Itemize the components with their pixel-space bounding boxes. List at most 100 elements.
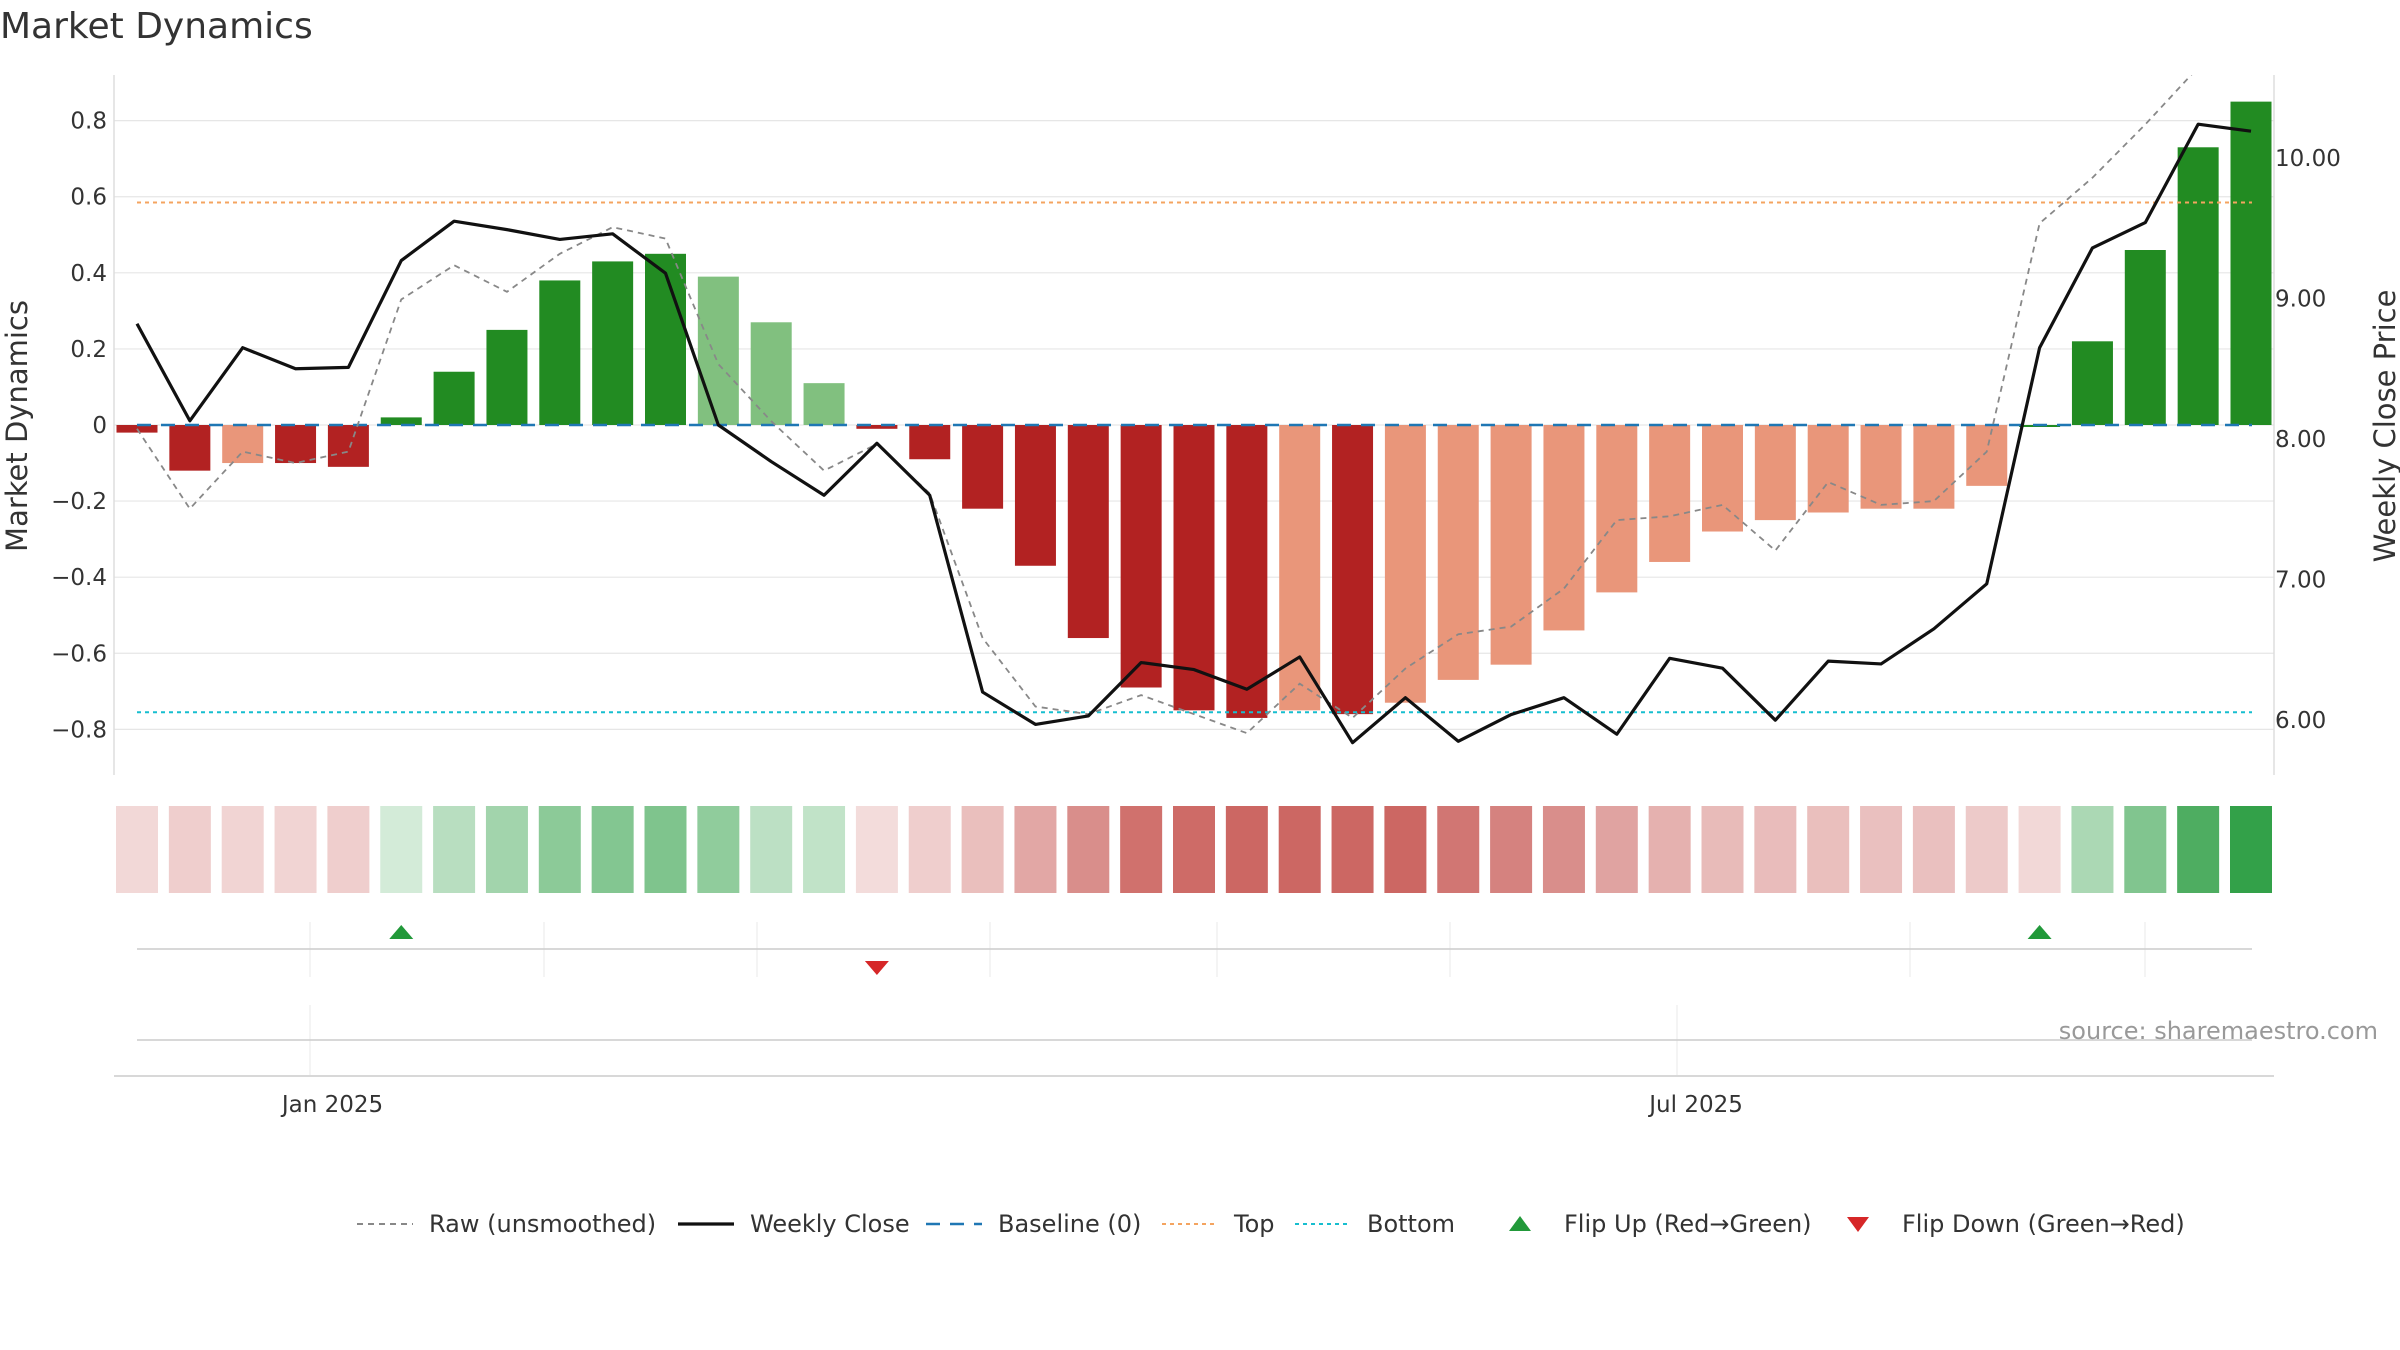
strip-cell: [1384, 806, 1427, 893]
y2-tick-label: 8.00: [2275, 427, 2326, 453]
strip-cell: [1965, 806, 2008, 893]
momentum-bar: [169, 425, 211, 471]
momentum-bar: [539, 280, 581, 425]
x-tick-label: Jan 2025: [280, 1092, 383, 1118]
strip-cell: [1014, 806, 1057, 893]
strip-cell: [1860, 806, 1903, 893]
momentum-bar: [1490, 425, 1532, 665]
raw-line: [136, 75, 2193, 735]
y2-tick-label: 6.00: [2275, 708, 2326, 734]
strip-cell: [2124, 806, 2167, 893]
source-note: source: sharemaestro.com: [2059, 1017, 2378, 1045]
legend-label: Weekly Close: [750, 1210, 910, 1238]
y-tick-label: 0.2: [70, 337, 107, 363]
strip-cell: [1807, 806, 1850, 893]
intensity-strip: [116, 806, 2272, 893]
legend-label: Baseline (0): [998, 1210, 1141, 1238]
strip-cell: [221, 806, 264, 893]
legend-item: Bottom: [1295, 1210, 1455, 1238]
momentum-bar: [380, 417, 422, 425]
legend-item: Baseline (0): [926, 1210, 1141, 1238]
momentum-bar: [1649, 425, 1691, 562]
momentum-bar: [1226, 425, 1268, 718]
momentum-bar: [2177, 147, 2219, 426]
strip-cell: [1120, 806, 1163, 893]
strip-cell: [1067, 806, 1110, 893]
momentum-bar: [1067, 425, 1109, 639]
y-tick-label: −0.8: [51, 717, 107, 743]
y-tick-label: −0.2: [51, 489, 107, 515]
strip-cell: [803, 806, 846, 893]
y2-tick-label: 7.00: [2275, 568, 2326, 594]
strip-cell: [2018, 806, 2061, 893]
momentum-bar: [1860, 425, 1902, 509]
strip-cell: [2071, 806, 2114, 893]
momentum-bar: [750, 322, 792, 425]
momentum-bar: [2230, 101, 2272, 425]
momentum-bar: [1543, 425, 1585, 631]
momentum-bar: [327, 425, 369, 467]
momentum-bar: [803, 383, 845, 425]
strip-cell: [1912, 806, 1955, 893]
momentum-bar: [1120, 425, 1162, 688]
legend-item: Raw (unsmoothed): [357, 1210, 656, 1238]
y-axis-label: Market Dynamics: [0, 300, 34, 552]
legend-item: Weekly Close: [678, 1210, 910, 1238]
flip-markers: [114, 922, 2274, 1077]
legend-label: Raw (unsmoothed): [429, 1210, 656, 1238]
momentum-bar: [645, 253, 686, 425]
strip-cell: [644, 806, 687, 893]
momentum-bar: [909, 425, 951, 460]
momentum-bar: [1279, 425, 1321, 711]
legend-item: Flip Down (Green→Red): [1847, 1210, 2185, 1238]
y-tick-label: 0: [92, 413, 107, 439]
momentum-bar: [1384, 425, 1426, 703]
momentum-bar: [962, 425, 1004, 509]
y2-axis-label: Weekly Close Price: [2368, 290, 2400, 563]
momentum-bar: [1014, 425, 1056, 566]
chart-title: Market Dynamics: [0, 6, 313, 47]
strip-cell: [591, 806, 634, 893]
flip-down-marker: [864, 961, 889, 975]
strip-cell: [961, 806, 1004, 893]
strip-cell: [1437, 806, 1480, 893]
y2-tick-label: 9.00: [2275, 286, 2326, 312]
strip-cell: [908, 806, 951, 893]
strip-cell: [485, 806, 528, 893]
strip-cell: [380, 806, 423, 893]
series-lines: [135, 75, 2252, 745]
y2-tick-label: 10.00: [2275, 146, 2341, 172]
momentum-bar: [1807, 425, 1849, 513]
momentum-bars: [116, 101, 2272, 718]
strip-cell: [327, 806, 370, 893]
y-tick-label: 0.6: [70, 185, 107, 211]
strip-cell: [433, 806, 476, 893]
strip-cell: [116, 806, 158, 893]
strip-cell: [1278, 806, 1321, 893]
momentum-bar: [1437, 425, 1479, 680]
momentum-bar: [697, 276, 739, 425]
strip-cell: [697, 806, 740, 893]
legend-swatch: [1847, 1217, 1869, 1232]
momentum-bar: [222, 425, 264, 464]
momentum-bar: [592, 261, 634, 425]
strip-cell: [274, 806, 317, 893]
legend-label: Top: [1233, 1210, 1275, 1238]
strip-cell: [1595, 806, 1638, 893]
flip-up-marker: [389, 925, 414, 939]
momentum-bar: [1332, 425, 1374, 715]
axes: 0.8 0.6 0.4 0.2 0 −0.2 −0.4 −0.6 −0.8 10.00 9.00 8.…: [51, 75, 2341, 1118]
y-tick-label: −0.6: [51, 641, 107, 667]
momentum-bar: [2124, 250, 2166, 425]
momentum-bar: [1173, 425, 1215, 711]
y-tick-label: −0.4: [51, 565, 107, 591]
momentum-bar: [1596, 425, 1638, 593]
legend: Raw (unsmoothed) Weekly Close Baseline (0)…: [357, 1210, 2185, 1238]
y-tick-label: 0.4: [70, 261, 107, 287]
momentum-bar: [1702, 425, 1743, 532]
strip-cell: [855, 806, 898, 893]
strip-cell: [1331, 806, 1374, 893]
legend-label: Flip Down (Green→Red): [1902, 1210, 2185, 1238]
